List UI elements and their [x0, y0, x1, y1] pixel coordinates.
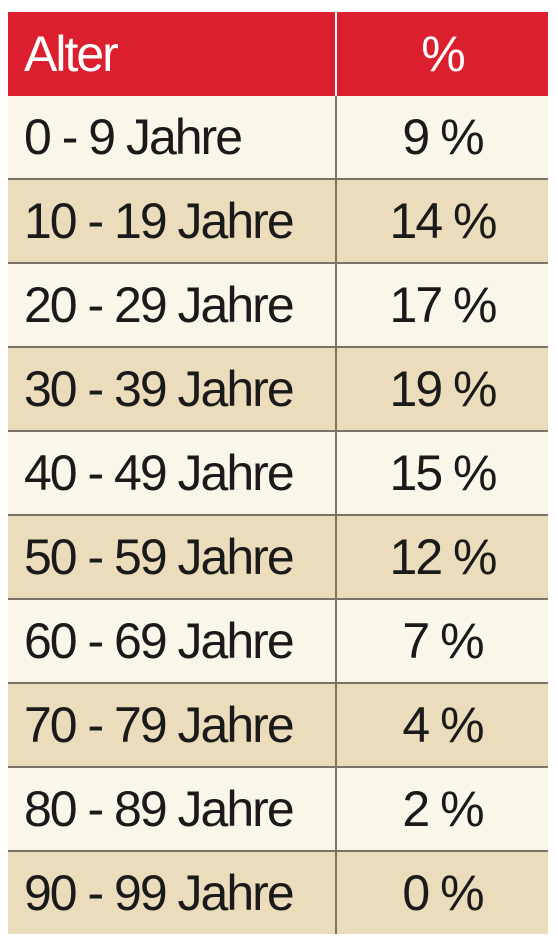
table-row: 50 - 59 Jahre 12 % [8, 514, 548, 599]
age-distribution-table: Alter % 0 - 9 Jahre 9 % 10 - 19 Jahre 14 % 2… [8, 12, 548, 934]
percent-cell: 15 % [336, 430, 548, 515]
age-range-cell: 60 - 69 Jahre [8, 598, 337, 683]
table-row: 20 - 29 Jahre 17 % [8, 262, 548, 347]
percent-cell: 9 % [336, 96, 548, 179]
table-row: 90 - 99 Jahre 0 % [8, 850, 548, 934]
age-range-cell: 50 - 59 Jahre [8, 514, 337, 599]
percent-cell: 2 % [336, 766, 548, 851]
percent-cell: 14 % [336, 178, 548, 263]
table-row: 30 - 39 Jahre 19 % [8, 346, 548, 431]
table-row: 60 - 69 Jahre 7 % [8, 598, 548, 683]
age-range-cell: 80 - 89 Jahre [8, 766, 337, 851]
data-table: Alter % 0 - 9 Jahre 9 % 10 - 19 Jahre 14 % 2… [8, 12, 548, 934]
percent-cell: 7 % [336, 598, 548, 683]
table-row: 10 - 19 Jahre 14 % [8, 178, 548, 263]
percent-cell: 12 % [336, 514, 548, 599]
age-range-cell: 20 - 29 Jahre [8, 262, 337, 347]
age-range-cell: 70 - 79 Jahre [8, 682, 337, 767]
percent-cell: 17 % [336, 262, 548, 347]
age-range-cell: 10 - 19 Jahre [8, 178, 337, 263]
percent-cell: 4 % [336, 682, 548, 767]
age-range-cell: 90 - 99 Jahre [8, 850, 337, 934]
table-row: 0 - 9 Jahre 9 % [8, 96, 548, 179]
column-header-age: Alter [8, 12, 337, 96]
table-row: 40 - 49 Jahre 15 % [8, 430, 548, 515]
table-body: 0 - 9 Jahre 9 % 10 - 19 Jahre 14 % 20 - 29 J… [8, 96, 548, 934]
percent-cell: 19 % [336, 346, 548, 431]
table-row: 70 - 79 Jahre 4 % [8, 682, 548, 767]
column-header-percent: % [336, 12, 548, 96]
age-range-cell: 40 - 49 Jahre [8, 430, 337, 515]
table-row: 80 - 89 Jahre 2 % [8, 766, 548, 851]
age-range-cell: 0 - 9 Jahre [8, 96, 337, 179]
percent-cell: 0 % [336, 850, 548, 934]
age-range-cell: 30 - 39 Jahre [8, 346, 337, 431]
table-header-row: Alter % [8, 12, 548, 96]
